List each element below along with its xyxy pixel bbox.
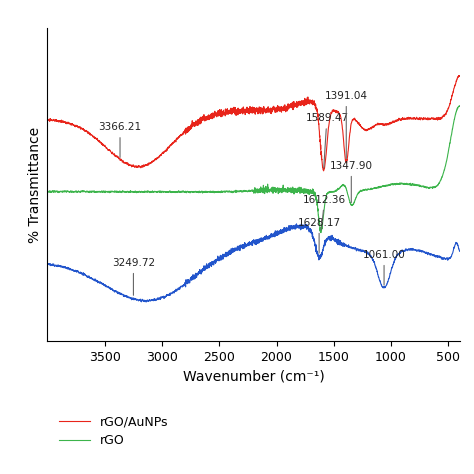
- X-axis label: Wavenumber (cm⁻¹): Wavenumber (cm⁻¹): [182, 370, 325, 383]
- rGO: [418, 183, 424, 189]
- rGO/AuNPs: [45, 116, 50, 122]
- rGO/AuNPs: [133, 164, 138, 169]
- Text: 1391.04: 1391.04: [325, 91, 368, 159]
- rGO: [160, 189, 165, 195]
- Line: rGO/AuNPs: rGO/AuNPs: [47, 76, 460, 171]
- Text: 3366.21: 3366.21: [99, 122, 142, 157]
- rGO/AuNPs: [457, 73, 463, 79]
- Text: 1612.36: 1612.36: [303, 195, 346, 230]
- rGO/AuNPs: [294, 104, 300, 110]
- rGO: [294, 188, 300, 194]
- Text: 1628.17: 1628.17: [298, 218, 341, 253]
- rGO/AuNPs: [301, 103, 307, 109]
- Y-axis label: % Transmittance: % Transmittance: [28, 127, 42, 243]
- Text: 1347.90: 1347.90: [330, 161, 373, 202]
- rGO: [457, 104, 463, 109]
- rGO/AuNPs: [456, 73, 462, 79]
- Line: rGO: rGO: [47, 106, 460, 233]
- rGO/AuNPs: [457, 73, 463, 79]
- Text: 1061.00: 1061.00: [363, 250, 405, 285]
- Legend: rGO/AuNPs, rGO: rGO/AuNPs, rGO: [54, 410, 173, 452]
- rGO: [45, 189, 50, 194]
- Text: 3249.72: 3249.72: [112, 258, 155, 295]
- rGO: [457, 103, 463, 109]
- Text: 1589.47: 1589.47: [305, 113, 348, 168]
- rGO/AuNPs: [418, 115, 424, 121]
- rGO: [301, 187, 307, 192]
- rGO: [318, 230, 324, 236]
- rGO/AuNPs: [160, 150, 165, 156]
- rGO: [133, 189, 138, 195]
- rGO/AuNPs: [321, 168, 327, 173]
